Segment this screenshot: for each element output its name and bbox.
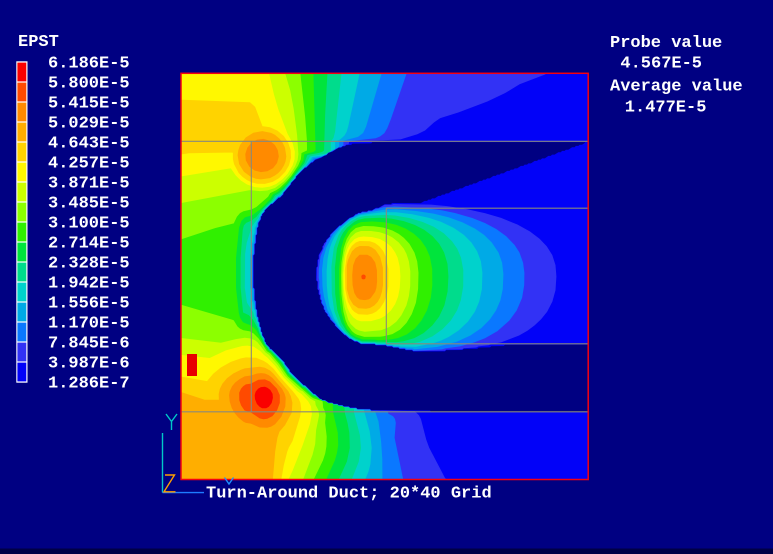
svg-text:Probe value: Probe value [610, 34, 722, 53]
svg-text:1.556E-5: 1.556E-5 [48, 295, 130, 314]
svg-text:3.485E-5: 3.485E-5 [48, 195, 130, 214]
svg-text:3.987E-6: 3.987E-6 [48, 355, 130, 374]
svg-text:3.100E-5: 3.100E-5 [48, 215, 130, 234]
svg-text:EPST: EPST [18, 33, 59, 52]
svg-text:5.800E-5: 5.800E-5 [48, 75, 130, 94]
svg-text:1.942E-5: 1.942E-5 [48, 275, 130, 294]
svg-text:7.845E-6: 7.845E-6 [48, 335, 130, 354]
svg-text:Turn-Around Duct; 20*40 Grid: Turn-Around Duct; 20*40 Grid [206, 484, 492, 503]
svg-text:4.643E-5: 4.643E-5 [48, 135, 130, 154]
svg-text:1.477E-5: 1.477E-5 [625, 98, 707, 117]
svg-text:5.029E-5: 5.029E-5 [48, 115, 130, 134]
svg-text:2.714E-5: 2.714E-5 [48, 235, 130, 254]
svg-text:4.257E-5: 4.257E-5 [48, 155, 130, 174]
svg-text:3.871E-5: 3.871E-5 [48, 175, 130, 194]
svg-text:Average value: Average value [610, 78, 743, 97]
svg-text:1.286E-7: 1.286E-7 [48, 375, 130, 394]
svg-text:1.170E-5: 1.170E-5 [48, 315, 130, 334]
svg-text:6.186E-5: 6.186E-5 [48, 55, 130, 74]
svg-text:2.328E-5: 2.328E-5 [48, 255, 130, 274]
svg-text:4.567E-5: 4.567E-5 [620, 55, 702, 74]
svg-text:5.415E-5: 5.415E-5 [48, 95, 130, 114]
